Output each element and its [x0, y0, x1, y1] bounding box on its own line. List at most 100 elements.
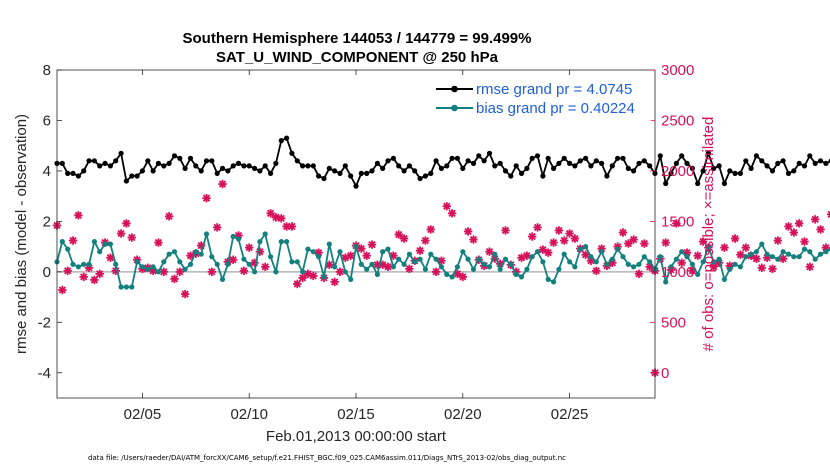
bias-point: [785, 251, 792, 257]
bias-point: [145, 266, 151, 272]
rmse-point: [369, 168, 375, 174]
rmse-point: [235, 160, 242, 166]
bias-point: [268, 254, 274, 260]
x-tick-label: 02/25: [551, 406, 589, 423]
bias-point: [620, 254, 626, 260]
bias-point: [273, 269, 279, 275]
rmse-point: [807, 153, 813, 159]
obs-count-point: [618, 228, 628, 237]
obs-count-point: [298, 273, 307, 283]
bias-point: [246, 261, 252, 267]
bias-point: [358, 261, 364, 267]
rmse-point: [663, 180, 669, 187]
bias-point: [593, 259, 599, 265]
y-tick-label: 8: [43, 62, 51, 79]
rmse-point: [823, 160, 829, 166]
legend-bias-marker: [451, 104, 458, 112]
bias-point: [636, 261, 642, 267]
bias-point: [801, 246, 808, 252]
rmse-point: [374, 160, 380, 166]
bias-point: [380, 249, 386, 255]
bias-point: [486, 264, 493, 270]
bias-point: [625, 261, 631, 267]
bias-point: [711, 259, 717, 265]
bias-point: [422, 266, 428, 272]
obs-count-point: [239, 266, 249, 276]
rmse-point: [166, 160, 172, 166]
bias-point: [337, 249, 343, 255]
obs-count-point: [816, 225, 825, 234]
obs-count-point: [164, 212, 174, 221]
obs-count-point: [794, 219, 804, 228]
rmse-point: [540, 173, 546, 179]
bias-point: [70, 261, 76, 267]
bias-point: [86, 261, 92, 267]
rmse-point: [300, 163, 306, 169]
rmse-point: [390, 155, 396, 161]
rmse-point: [268, 170, 274, 176]
obs-count-point: [805, 262, 815, 271]
obs-count-point: [485, 247, 494, 256]
bias-point: [97, 249, 103, 255]
bias-point: [278, 239, 284, 245]
bias-point: [551, 279, 557, 285]
obs-count-point: [330, 277, 339, 287]
bias-point: [412, 259, 418, 265]
obs-count-point: [800, 237, 809, 246]
rmse-point: [684, 160, 690, 166]
bias-point: [65, 246, 71, 252]
chart-subtitle: SAT_U_WIND_COMPONENT @ 250 hPa: [216, 49, 499, 66]
rmse-point: [727, 168, 733, 174]
rmse-point: [433, 158, 439, 164]
rmse-point: [438, 165, 444, 171]
rmse-point: [257, 168, 263, 174]
rmse-point: [631, 168, 637, 174]
rmse-point: [780, 158, 786, 164]
bias-point: [508, 261, 514, 267]
obs-count-point: [212, 223, 222, 232]
rmse-point: [769, 168, 776, 174]
bias-point: [823, 249, 829, 255]
legend-rmse-label: rmse grand pr = 4.0745: [476, 81, 632, 98]
bias-point: [657, 254, 663, 260]
rmse-point: [155, 160, 161, 166]
rmse-point: [518, 170, 525, 176]
obs-count-point: [261, 262, 270, 271]
bias-point: [668, 264, 674, 270]
bias-point: [647, 259, 653, 265]
obs-count-point: [773, 236, 783, 245]
rmse-point: [572, 163, 578, 169]
rmse-point: [695, 180, 701, 187]
bias-point: [673, 256, 680, 262]
y-tick-label: -2: [38, 314, 51, 331]
obs-count-point: [469, 235, 478, 244]
obs-count-point: [58, 285, 67, 295]
rmse-point: [150, 168, 156, 174]
obs-count-point: [458, 272, 467, 282]
bias-point: [102, 241, 108, 247]
rmse-point: [625, 165, 631, 171]
obs-count-point: [170, 274, 179, 284]
rmse-point: [342, 163, 348, 169]
bias-point: [401, 261, 407, 267]
bias-point: [310, 249, 316, 255]
obs-count-point: [95, 269, 104, 279]
obs-count-point: [527, 232, 537, 241]
obs-count-point: [810, 215, 820, 224]
bias-point: [695, 271, 701, 277]
bias-point: [257, 239, 263, 245]
rmse-point: [385, 158, 391, 164]
bias-point: [599, 249, 605, 255]
obs-count-point: [501, 226, 510, 235]
y-tick-label: 2: [43, 213, 51, 230]
bias-point: [182, 266, 188, 272]
rmse-point: [657, 153, 663, 159]
rmse-point: [59, 160, 65, 166]
rmse-point: [577, 158, 583, 164]
rmse-point: [134, 173, 140, 179]
bias-point: [75, 264, 81, 270]
rmse-point: [534, 153, 541, 159]
obs-count-point: [228, 255, 238, 264]
rmse-point: [113, 158, 119, 164]
rmse-point: [583, 155, 589, 161]
